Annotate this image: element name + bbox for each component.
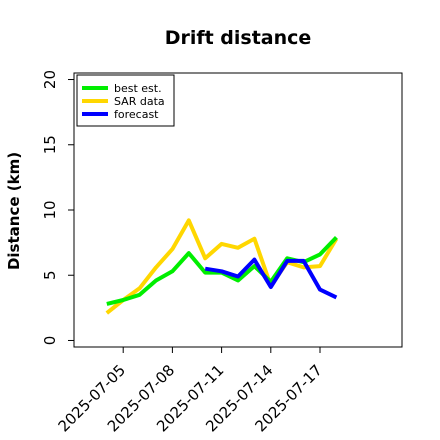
legend-label-forecast: forecast	[114, 108, 159, 121]
y-tick-label: 0	[41, 336, 59, 346]
y-tick-label: 20	[41, 70, 59, 89]
chart-title: Drift distance	[165, 27, 312, 49]
y-axis-label: Distance (km)	[5, 152, 23, 270]
series-line-sar-data	[105, 218, 339, 315]
y-tick-label: 5	[41, 270, 59, 280]
series-layer	[105, 218, 339, 315]
legend-label-best-est: best est.	[114, 82, 162, 95]
legend: best est. SAR data forecast	[76, 74, 175, 127]
y-tick-label: 10	[41, 200, 59, 219]
series-line-forecast	[204, 257, 338, 300]
y-axis: 0 5 10 15 20	[41, 70, 74, 345]
y-tick-label: 15	[41, 135, 59, 154]
legend-label-sar-data: SAR data	[114, 95, 165, 108]
